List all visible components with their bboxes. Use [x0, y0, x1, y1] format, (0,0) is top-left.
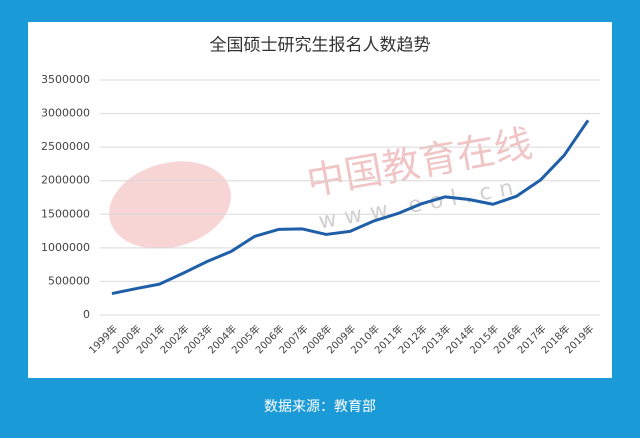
y-tick-label: 1000000	[41, 241, 90, 254]
y-tick-label: 2000000	[41, 174, 90, 187]
y-tick-label: 3000000	[41, 107, 90, 120]
watermark-logo	[109, 161, 231, 249]
series-line	[111, 119, 590, 296]
y-tick-label: 500000	[48, 274, 90, 287]
y-tick-label: 3500000	[41, 73, 90, 86]
source: 数据来源：教育部	[264, 399, 376, 415]
y-tick-label: 0	[83, 308, 90, 321]
y-tick-label: 2500000	[41, 140, 90, 153]
y-tick-label: 1500000	[41, 207, 90, 220]
chart-title: 全国硕士研究生报名人数趋势	[210, 36, 431, 56]
